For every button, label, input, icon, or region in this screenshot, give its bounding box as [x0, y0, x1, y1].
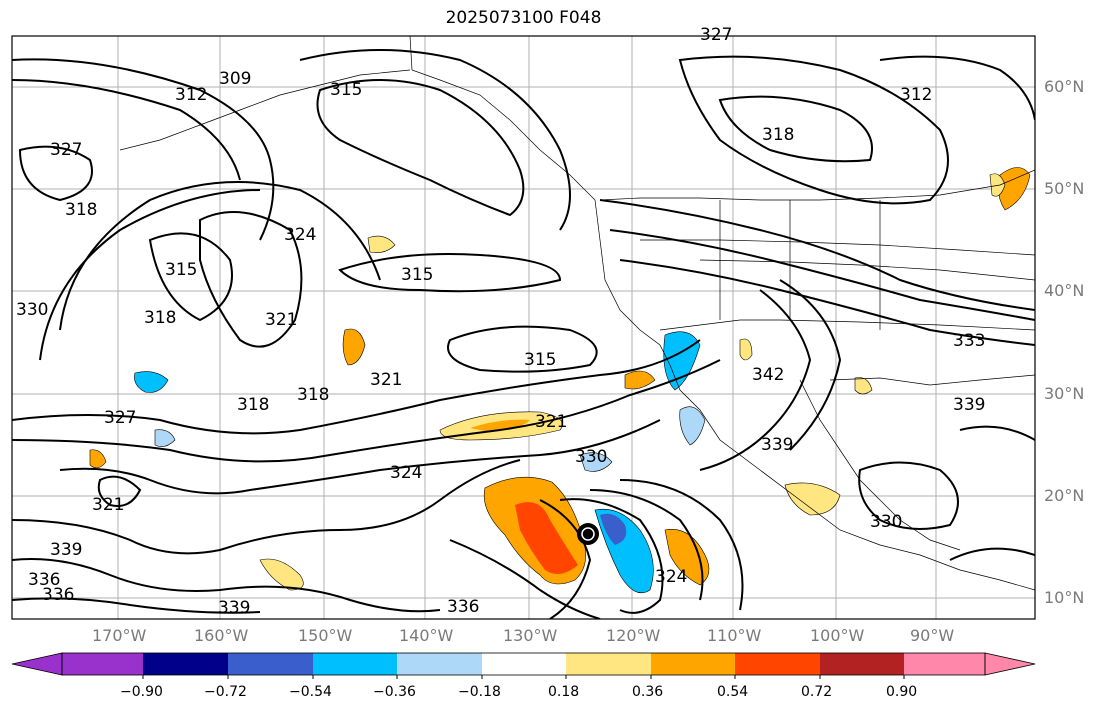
colorbar-min-extension	[11, 652, 63, 676]
colorbar-tick-label: −0.54	[289, 684, 332, 700]
colorbar-segment	[482, 653, 566, 675]
longitude-label: 170°W	[92, 626, 147, 645]
colorbar-tick-label: −0.72	[204, 684, 247, 700]
contour-label: 324	[284, 225, 316, 245]
contour-label: 339	[218, 598, 250, 618]
contour-label: 318	[65, 200, 97, 220]
contour-label: 327	[700, 25, 732, 45]
contour-label: 309	[219, 69, 251, 89]
contour-label: 315	[330, 80, 362, 100]
contour-label: 315	[524, 350, 556, 370]
colorbar-segment	[904, 653, 985, 675]
contour-label: 312	[900, 85, 932, 105]
colorbar-tick-label: −0.90	[120, 684, 163, 700]
longitude-label: 100°W	[810, 626, 865, 645]
coastlines	[119, 36, 1035, 591]
colorbar-segment	[313, 653, 397, 675]
contour-label: 315	[165, 260, 197, 280]
contour-label: 330	[575, 447, 607, 467]
contour-label: 318	[297, 385, 329, 405]
colorbar-segment	[62, 653, 143, 675]
longitude-label: 140°W	[399, 626, 454, 645]
longitude-label: 130°W	[503, 626, 558, 645]
latitude-label: 20°N	[1044, 486, 1085, 505]
contour-label: 333	[953, 331, 985, 351]
contour-label: 330	[16, 300, 48, 320]
contour-label: 318	[762, 125, 794, 145]
contour-label: 339	[761, 435, 793, 455]
shaded-anomaly-field	[89, 167, 1031, 594]
contour-label: 327	[104, 408, 136, 428]
contour-label: 312	[175, 85, 207, 105]
contour-label: 336	[28, 570, 60, 590]
latitude-label: 30°N	[1044, 384, 1085, 403]
contour-label: 321	[92, 495, 124, 515]
storm-center-ring	[581, 527, 595, 541]
colorbar	[11, 652, 1036, 679]
map-title: 2025073100 F048	[445, 8, 602, 28]
longitude-label: 150°W	[298, 626, 353, 645]
contour-label: 318	[237, 395, 269, 415]
colorbar-segment	[651, 653, 735, 675]
colorbar-tick-label: 0.18	[548, 684, 580, 700]
contour-label-group: 309 312 315 318 318 318 318 315 315 315 …	[16, 25, 985, 618]
contour-label: 342	[752, 365, 784, 385]
latitude-label: 50°N	[1044, 179, 1085, 198]
colorbar-segment	[397, 653, 482, 675]
colorbar-tick-label: −0.18	[458, 684, 501, 700]
colorbar-segment	[566, 653, 651, 675]
contour-label: 339	[50, 540, 82, 560]
colorbar-segment	[228, 653, 313, 675]
contour-label: 315	[401, 265, 433, 285]
longitude-label: 120°W	[606, 626, 661, 645]
contour-label: 330	[870, 512, 902, 532]
latitude-label: 40°N	[1044, 281, 1085, 300]
contour-label: 321	[265, 310, 297, 330]
colorbar-segment	[143, 653, 228, 675]
contour-label: 318	[144, 308, 176, 328]
latitude-label: 10°N	[1044, 588, 1085, 607]
longitude-label: 160°W	[194, 626, 249, 645]
longitude-label: 110°W	[707, 626, 762, 645]
contour-label: 336	[447, 597, 479, 617]
colorbar-tick-label: 0.90	[886, 684, 918, 700]
longitude-label: 90°W	[910, 626, 955, 645]
contour-label: 321	[535, 412, 567, 432]
contour-label: 324	[390, 463, 422, 483]
contour-label: 321	[370, 370, 402, 390]
colorbar-tick-label: 0.54	[717, 684, 749, 700]
colorbar-frame	[61, 652, 986, 676]
contour-label: 339	[953, 395, 985, 415]
colorbar-max-extension	[984, 652, 1036, 676]
storm-center-marker	[577, 523, 599, 545]
contour-label: 324	[655, 567, 687, 587]
contour-label: 336	[42, 585, 74, 605]
colorbar-segment	[735, 653, 820, 675]
colorbar-segment	[820, 653, 904, 675]
contour-lines	[12, 49, 1035, 619]
colorbar-tick-label: −0.36	[373, 684, 416, 700]
map-frame	[11, 35, 1036, 620]
latitude-label: 60°N	[1044, 77, 1085, 96]
contour-label: 327	[50, 140, 82, 160]
colorbar-tick-label: 0.72	[801, 684, 833, 700]
colorbar-tick-label: 0.36	[632, 684, 664, 700]
